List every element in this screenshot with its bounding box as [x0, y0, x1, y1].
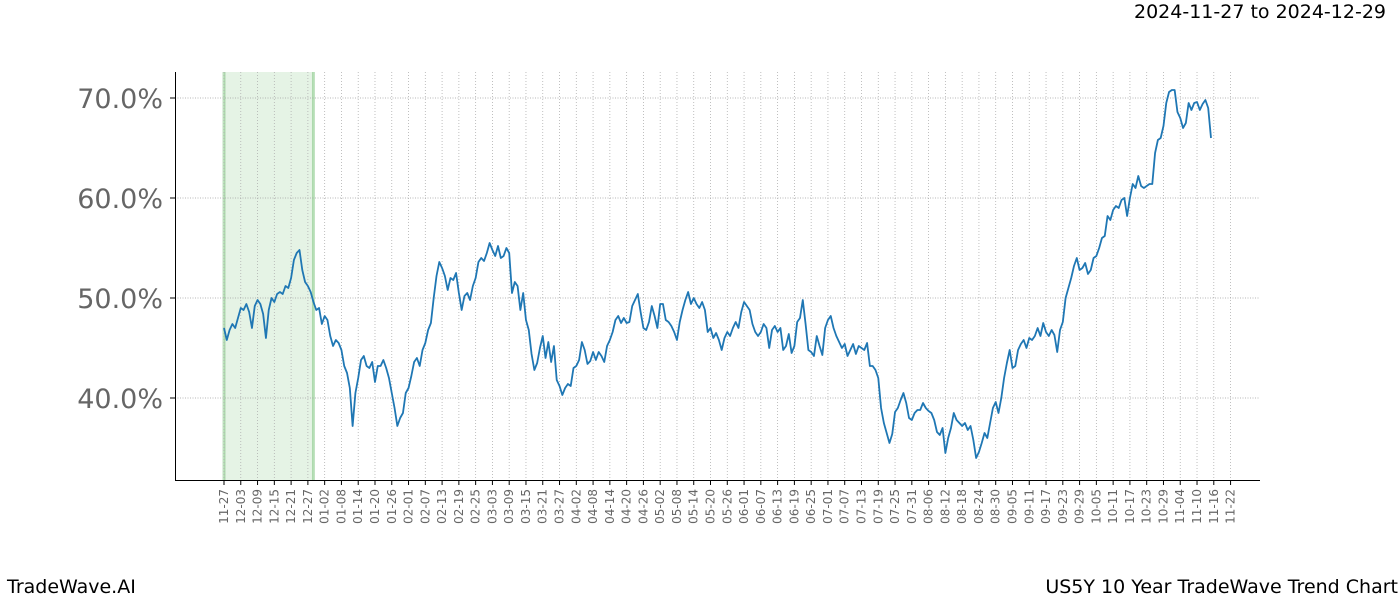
x-tick-label: 08-12	[938, 489, 952, 524]
x-tick-label: 06-19	[787, 489, 801, 524]
x-tick-label: 10-11	[1106, 489, 1120, 524]
x-tick-label: 02-19	[452, 489, 466, 524]
x-tick-label: 09-23	[1056, 489, 1070, 524]
y-tick-label: 70.0%	[77, 84, 163, 115]
x-tick-label: 06-13	[771, 489, 785, 524]
x-tick-label: 03-21	[536, 489, 550, 524]
x-tick-label: 12-15	[267, 489, 281, 524]
x-tick-label: 04-08	[586, 489, 600, 524]
x-tick-label: 10-29	[1156, 489, 1170, 524]
x-tick-label: 07-31	[905, 489, 919, 524]
x-tick-label: 07-01	[821, 489, 835, 524]
x-tick-label: 03-03	[485, 489, 499, 524]
x-tick-label: 05-02	[653, 489, 667, 524]
x-tick-label: 11-27	[217, 489, 231, 524]
x-tick-label: 01-20	[368, 489, 382, 524]
x-tick-label: 08-24	[972, 489, 986, 524]
x-tick-label: 12-09	[251, 489, 265, 524]
x-tick-label: 02-25	[469, 489, 483, 524]
x-tick-label: 02-07	[418, 489, 432, 524]
y-axis-ticks: 40.0% 50.0% 60.0% 70.0%	[77, 84, 175, 415]
x-tick-label: 03-09	[502, 489, 516, 524]
highlight-band	[224, 72, 314, 480]
x-tick-label: 07-13	[854, 489, 868, 524]
x-tick-label: 07-25	[888, 489, 902, 524]
x-tick-label: 12-27	[301, 489, 315, 524]
x-tick-label: 10-17	[1123, 489, 1137, 524]
x-tick-label: 09-05	[1005, 489, 1019, 524]
x-tick-label: 08-30	[989, 489, 1003, 524]
x-tick-label: 01-08	[334, 489, 348, 524]
x-tick-label: 08-18	[955, 489, 969, 524]
x-tick-label: 09-11	[1022, 489, 1036, 524]
x-tick-label: 03-15	[519, 489, 533, 524]
x-tick-label: 11-10	[1190, 489, 1204, 524]
x-tick-label: 10-05	[1089, 489, 1103, 524]
x-tick-label: 08-06	[922, 489, 936, 524]
x-tick-label: 06-01	[737, 489, 751, 524]
x-tick-label: 05-20	[704, 489, 718, 524]
x-tick-label: 11-16	[1207, 489, 1221, 524]
x-tick-label: 01-02	[318, 489, 332, 524]
x-tick-label: 05-08	[670, 489, 684, 524]
horizontal-gridlines	[175, 97, 1260, 399]
x-tick-label: 04-26	[636, 489, 650, 524]
x-tick-label: 12-21	[284, 489, 298, 524]
y-tick-label: 50.0%	[77, 284, 163, 315]
x-tick-label: 05-26	[720, 489, 734, 524]
y-tick-label: 60.0%	[77, 184, 163, 215]
date-range-label: 2024-11-27 to 2024-12-29	[1134, 1, 1386, 23]
x-tick-label: 10-23	[1140, 489, 1154, 524]
x-tick-label: 04-20	[620, 489, 634, 524]
x-tick-label: 11-04	[1173, 489, 1187, 524]
x-tick-label: 07-07	[838, 489, 852, 524]
vertical-gridlines	[223, 72, 1231, 480]
brand-label: TradeWave.AI	[7, 576, 136, 598]
series-line	[223, 89, 1212, 459]
x-tick-label: 07-19	[871, 489, 885, 524]
x-tick-label: 09-17	[1039, 489, 1053, 524]
x-tick-label: 03-27	[553, 489, 567, 524]
x-tick-label: 06-07	[754, 489, 768, 524]
x-tick-label: 05-14	[687, 489, 701, 524]
x-tick-label: 04-02	[569, 489, 583, 524]
x-axis-ticks: 11-27 12-03 12-09 12-15 12-21 12-27 01-02 01-08…	[217, 480, 1238, 524]
y-tick-label: 40.0%	[77, 384, 163, 415]
x-tick-label: 02-13	[435, 489, 449, 524]
x-tick-label: 12-03	[234, 489, 248, 524]
x-tick-label: 01-14	[351, 489, 365, 524]
x-tick-label: 04-14	[603, 489, 617, 524]
chart-caption: US5Y 10 Year TradeWave Trend Chart	[1045, 576, 1398, 598]
x-tick-label: 11-22	[1224, 489, 1238, 524]
x-tick-label: 06-25	[804, 489, 818, 524]
x-tick-label: 09-29	[1073, 489, 1087, 524]
x-tick-label: 01-26	[385, 489, 399, 524]
x-tick-label: 02-01	[402, 489, 416, 524]
